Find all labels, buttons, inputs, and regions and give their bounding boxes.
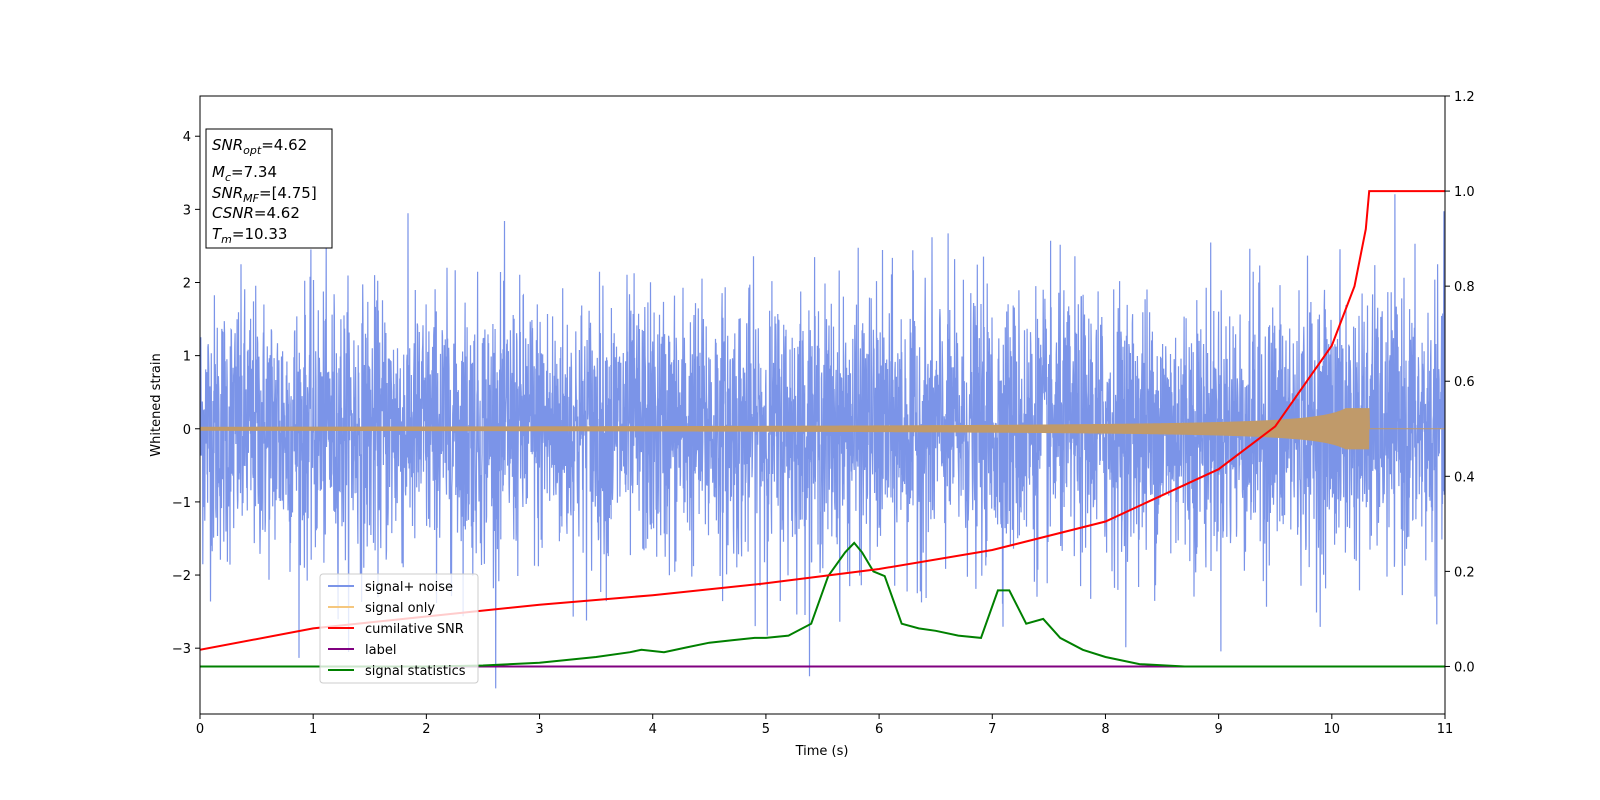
y-tick-label: 3: [183, 203, 191, 218]
info-tm: Tm=10.33: [212, 225, 287, 246]
info-box-frame: [205, 128, 333, 249]
x-tick-label: 2: [422, 722, 430, 737]
y2-tick-label: 0.2: [1454, 565, 1475, 580]
x-tick-label: 3: [535, 722, 543, 737]
info-box: SNRopt=4.62 Mc=7.34 SNRMF=[4.75] CSNR=4.…: [205, 128, 333, 249]
y-axis-right: 0.0 0.2 0.4 0.6 0.8 1.0 1.2: [1445, 90, 1475, 675]
info-snr-opt: SNRopt=4.62: [212, 136, 307, 157]
y-tick-label: 2: [183, 276, 191, 291]
info-mc: Mc=7.34: [212, 163, 277, 184]
y-axis-label: Whitened strain: [149, 353, 164, 456]
y-tick-label: 0: [183, 423, 191, 438]
series-signal-only: [200, 408, 1445, 450]
x-tick-label: 8: [1101, 722, 1109, 737]
x-tick-label: 11: [1437, 722, 1454, 737]
legend: signal+ noise signal only cumilative SNR…: [319, 573, 479, 684]
x-tick-label: 9: [1214, 722, 1222, 737]
legend-label-signal-only: signal only: [365, 601, 435, 616]
x-tick-label: 10: [1324, 722, 1341, 737]
y-tick-label: 4: [183, 130, 191, 145]
x-tick-label: 1: [309, 722, 317, 737]
info-snr-mf: SNRMF=[4.75]: [212, 184, 317, 205]
y-tick-label: −1: [172, 496, 191, 511]
plot-frame: [199, 95, 1446, 715]
x-tick-label: 0: [196, 722, 204, 737]
y-tick-label: 1: [183, 350, 191, 365]
x-tick-label: 6: [875, 722, 883, 737]
y2-tick-label: 0.6: [1454, 375, 1475, 390]
legend-label-signal-statistics: signal statistics: [365, 664, 466, 679]
y2-tick-label: 1.0: [1454, 185, 1475, 200]
series-cumulative-snr: [200, 190, 1445, 651]
series-signal-statistics: [200, 541, 1445, 668]
legend-label-label: label: [365, 643, 396, 658]
x-axis-label: Time (s): [795, 744, 849, 759]
x-tick-label: 4: [649, 722, 657, 737]
y-axis-left: −3 −2 −1 0 1 2 3 4: [172, 130, 200, 657]
y2-tick-label: 0.4: [1454, 470, 1475, 485]
x-tick-label: 7: [988, 722, 996, 737]
legend-label-cumulative-snr: cumilative SNR: [365, 622, 464, 637]
x-tick-label: 5: [762, 722, 770, 737]
y2-tick-label: 0.8: [1454, 280, 1475, 295]
legend-frame: [319, 573, 479, 684]
info-csnr: CSNR=4.62: [212, 204, 300, 222]
y-tick-label: −2: [172, 569, 191, 584]
x-axis: 0 1 2 3 4 5 6 7 8 9 10 11: [196, 714, 1453, 737]
legend-label-signal-noise: signal+ noise: [365, 580, 453, 595]
y-tick-label: −3: [172, 642, 191, 657]
y2-tick-label: 0.0: [1454, 660, 1475, 675]
y2-tick-label: 1.2: [1454, 90, 1475, 105]
